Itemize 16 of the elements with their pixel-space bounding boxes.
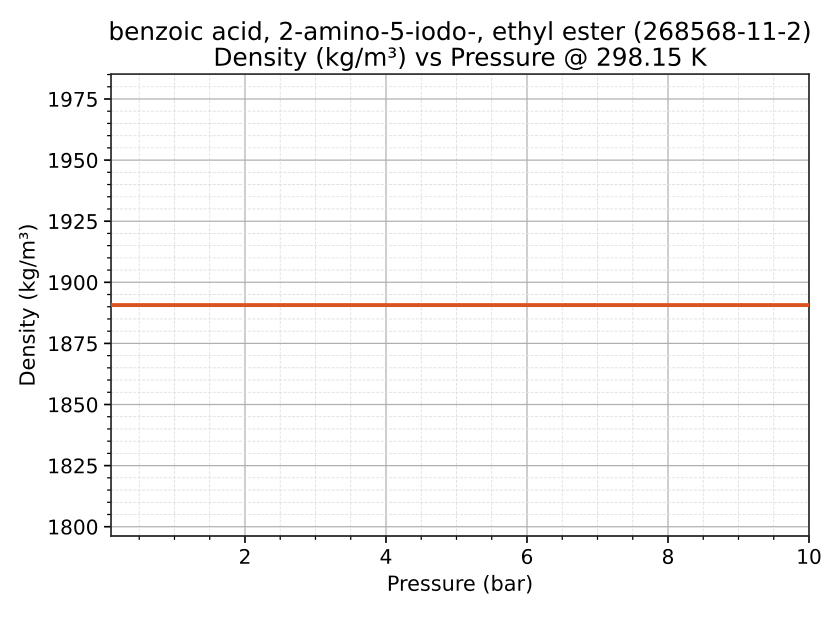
x-tick-label: 2 bbox=[240, 548, 250, 564]
y-tick-label: 1875 bbox=[49, 336, 97, 352]
y-tick-label: 1925 bbox=[49, 214, 97, 230]
y-axis-title: Density (kg/m³) bbox=[18, 225, 39, 385]
x-tick-label: 10 bbox=[798, 548, 820, 564]
x-tick-label: 6 bbox=[522, 548, 532, 564]
y-tick-label: 1950 bbox=[49, 152, 98, 168]
y-tick-label: 1850 bbox=[49, 397, 98, 412]
y-tick-label: 1825 bbox=[49, 458, 97, 474]
y-tick-label: 1900 bbox=[49, 275, 98, 290]
x-tick-label: 4 bbox=[380, 549, 392, 564]
y-tick-label: 1800 bbox=[49, 519, 98, 535]
chart-title: benzoic acid, 2-amino-5-iodo-, ethyl ester (268568-11-2) Density (kg/m³) vs Pressure @ 298.15 K bbox=[110, 21, 810, 71]
x-axis-title: Pressure (bar) bbox=[388, 574, 532, 594]
x-tick-label: 8 bbox=[662, 548, 674, 564]
y-tick-label: 1975 bbox=[49, 92, 97, 107]
